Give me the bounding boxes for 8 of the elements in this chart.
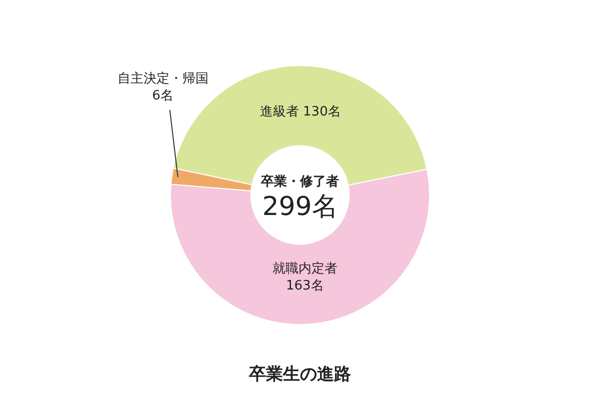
slice-label: 自主決定・帰国 xyxy=(117,70,208,86)
text: 卒業生の進路 xyxy=(248,364,351,384)
data-label: 163名 xyxy=(286,278,324,294)
text: 299名 xyxy=(262,192,338,222)
data-label: 6名 xyxy=(152,88,174,104)
text: 卒業・修了者 xyxy=(260,173,339,190)
slice-label: 就職内定者 xyxy=(272,262,338,277)
slice-label: 進級者 130名 xyxy=(260,104,341,120)
